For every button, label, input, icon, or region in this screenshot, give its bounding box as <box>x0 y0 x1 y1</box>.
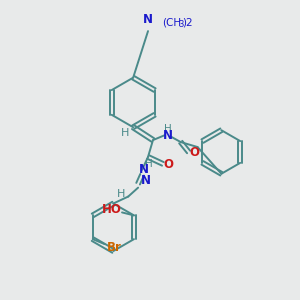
Text: (CH: (CH <box>162 17 181 27</box>
Text: N: N <box>163 129 173 142</box>
Text: H: H <box>145 159 153 169</box>
Text: N: N <box>139 163 149 176</box>
Text: N: N <box>141 174 151 187</box>
Text: H: H <box>164 124 172 134</box>
Text: H: H <box>121 128 129 138</box>
Text: H: H <box>117 189 125 199</box>
Text: Br: Br <box>107 241 122 254</box>
Text: )2: )2 <box>183 17 193 27</box>
Text: O: O <box>190 146 200 160</box>
Text: HO: HO <box>102 203 122 216</box>
Text: O: O <box>164 158 174 171</box>
Text: N: N <box>143 13 153 26</box>
Text: 3: 3 <box>179 20 184 29</box>
